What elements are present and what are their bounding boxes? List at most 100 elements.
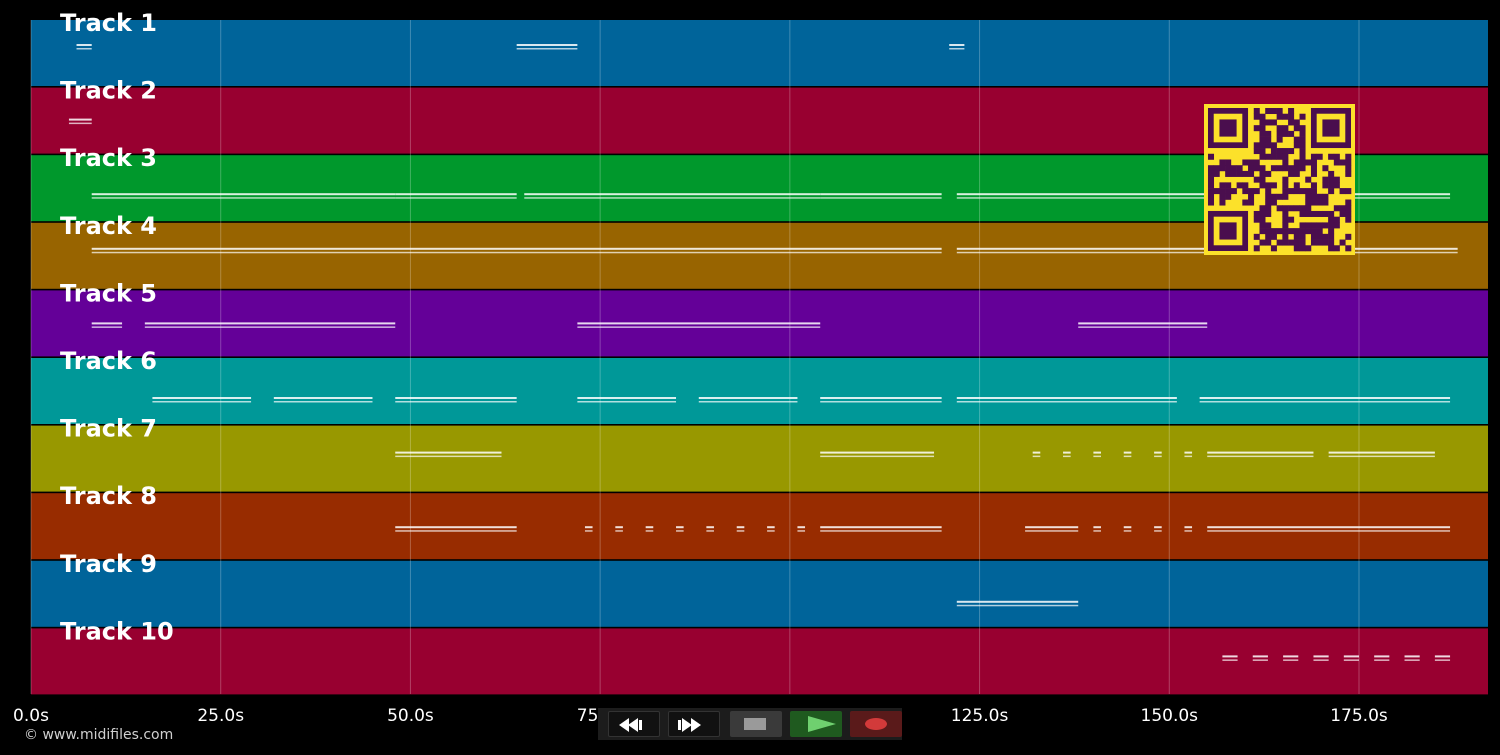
track-label-6: Track 6 <box>60 347 157 375</box>
qr-module <box>1305 228 1312 235</box>
qr-module <box>1288 119 1295 126</box>
qr-module <box>1213 188 1220 195</box>
note-cluster <box>395 397 517 403</box>
qr-module <box>1316 199 1323 206</box>
qr-module <box>1265 210 1272 217</box>
qr-module <box>1282 165 1289 172</box>
track-label-5: Track 5 <box>60 279 157 307</box>
note-cluster <box>1374 655 1390 661</box>
track-band-1[interactable] <box>31 20 1488 86</box>
qr-module <box>1242 199 1249 206</box>
qr-module <box>1316 193 1323 200</box>
note-cluster <box>91 322 123 328</box>
qr-module <box>1259 228 1266 235</box>
qr-module <box>1276 130 1283 137</box>
qr-module <box>1265 182 1272 189</box>
qr-module <box>1265 199 1272 206</box>
note-cluster <box>1025 526 1079 532</box>
qr-module <box>1208 182 1215 189</box>
qr-module <box>1305 199 1312 206</box>
track-band-6[interactable] <box>31 358 1488 424</box>
note-cluster <box>1184 451 1193 458</box>
qr-module <box>1236 170 1243 177</box>
qr-module <box>1288 113 1295 120</box>
qr-module <box>1310 228 1317 235</box>
qr-module <box>1305 245 1312 252</box>
qr-finder-core <box>1219 119 1237 137</box>
qr-module <box>1248 193 1255 200</box>
qr-module <box>1310 222 1317 229</box>
qr-module <box>1265 193 1272 200</box>
play-button[interactable] <box>790 711 842 737</box>
qr-module <box>1265 228 1272 235</box>
qr-module <box>1248 165 1255 172</box>
qr-module <box>1265 170 1272 177</box>
qr-module <box>1219 159 1226 166</box>
track-band-7[interactable] <box>31 425 1488 492</box>
qr-module <box>1299 159 1306 166</box>
qr-module <box>1310 170 1317 177</box>
qr-module <box>1345 188 1352 195</box>
qr-module <box>1299 125 1306 132</box>
qr-module <box>1322 239 1329 246</box>
qr-module <box>1265 119 1272 126</box>
note-cluster <box>1123 526 1132 532</box>
qr-module <box>1345 199 1352 206</box>
track-label-2: Track 2 <box>60 77 157 105</box>
qr-module <box>1208 170 1215 177</box>
record-button[interactable] <box>850 711 902 737</box>
qr-module <box>1293 159 1300 166</box>
qr-module <box>1293 205 1300 212</box>
qr-module <box>1270 165 1277 172</box>
track-label-4: Track 4 <box>60 212 157 240</box>
qr-module <box>1282 205 1289 212</box>
qr-module <box>1259 216 1266 223</box>
qr-finder-core <box>1219 222 1237 240</box>
qr-module <box>1328 233 1335 240</box>
qr-module <box>1265 142 1272 149</box>
note-cluster <box>645 526 654 532</box>
qr-module <box>1316 153 1323 160</box>
qr-module <box>1208 165 1215 172</box>
note-cluster <box>1184 526 1193 532</box>
qr-module <box>1322 176 1329 183</box>
qr-module <box>1276 125 1283 132</box>
qr-module <box>1305 210 1312 217</box>
qr-module <box>1276 113 1283 120</box>
rewind-button[interactable] <box>608 711 660 737</box>
fast-forward-button[interactable] <box>668 711 720 737</box>
note-cluster <box>1283 655 1299 661</box>
note-cluster <box>144 322 396 328</box>
qr-module <box>1339 159 1346 166</box>
qr-module <box>1316 239 1323 246</box>
qr-module <box>1265 222 1272 229</box>
qr-module <box>1293 165 1300 172</box>
qr-module <box>1242 159 1249 166</box>
qr-module <box>1333 176 1340 183</box>
qr-module <box>1270 199 1277 206</box>
qr-module <box>1293 142 1300 149</box>
qr-module <box>1282 182 1289 189</box>
qr-module <box>1282 228 1289 235</box>
qr-module <box>1248 159 1255 166</box>
qr-module <box>1213 165 1220 172</box>
qr-module <box>1276 165 1283 172</box>
track-band-9[interactable] <box>31 560 1488 627</box>
qr-module <box>1276 205 1283 212</box>
qr-module <box>1265 136 1272 143</box>
qr-module <box>1270 193 1277 200</box>
qr-module <box>1276 148 1283 155</box>
qr-module <box>1242 182 1249 189</box>
note-cluster <box>820 193 942 199</box>
qr-module <box>1253 216 1260 223</box>
qr-module <box>1310 233 1317 240</box>
qr-module <box>1299 222 1306 229</box>
qr-module <box>1328 216 1335 223</box>
qr-module <box>1265 188 1272 195</box>
note-cluster <box>767 526 775 532</box>
stop-button[interactable] <box>730 711 782 737</box>
note-cluster <box>820 526 942 532</box>
qr-module <box>1345 245 1352 252</box>
track-band-10[interactable] <box>31 628 1488 695</box>
